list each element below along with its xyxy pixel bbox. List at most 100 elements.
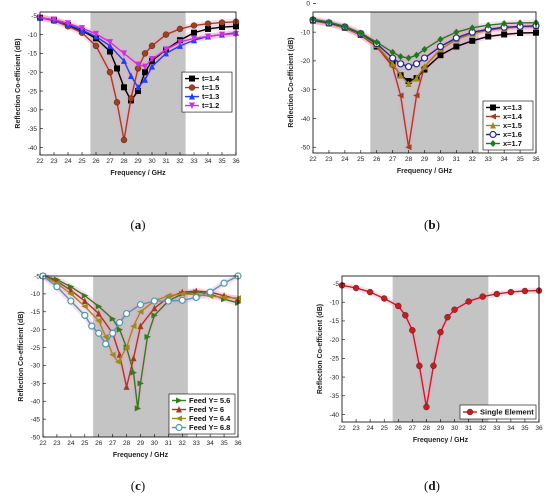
data-point-b-3-8 bbox=[412, 60, 421, 68]
y-tick-label-c-5: -30 bbox=[31, 363, 41, 370]
data-point-c-0-2 bbox=[67, 283, 75, 290]
y-tick-label-c-2: -15 bbox=[31, 309, 41, 316]
y-tick-label-b-3: -30 bbox=[301, 87, 311, 94]
data-point-c-1-4 bbox=[95, 310, 102, 317]
data-point-c-0-10 bbox=[137, 380, 144, 387]
data-point-c-3-5 bbox=[95, 329, 103, 337]
data-point-c-1-9 bbox=[137, 322, 144, 330]
data-point-d-0-1 bbox=[352, 284, 360, 292]
x-tick-label-d-5: 27 bbox=[409, 425, 417, 432]
data-point-c-3-12 bbox=[164, 297, 172, 305]
data-point-c-2-4 bbox=[95, 317, 102, 324]
x-tick-label-b-11: 33 bbox=[485, 156, 493, 163]
data-point-c-2-12 bbox=[164, 292, 172, 299]
data-point-b-0-15 bbox=[517, 30, 524, 37]
data-point-a-3-11 bbox=[177, 39, 183, 46]
legend-marker-a-0 bbox=[189, 75, 195, 82]
data-point-c-0-4 bbox=[95, 303, 103, 310]
data-point-b-1-6 bbox=[397, 92, 404, 99]
x-tick-label-c-10: 32 bbox=[179, 440, 187, 447]
x-tick-label-d-14: 36 bbox=[535, 425, 543, 432]
chart-b: 22 23 24 25 26 27 28 29 30 31 32 33 34 35 36 0 -10 -20 -30… bbox=[288, 1, 540, 232]
y-tick-label-c-8: -45 bbox=[31, 416, 41, 423]
legend-marker-c-0 bbox=[176, 397, 183, 404]
y-tick-label-c-9: -50 bbox=[31, 434, 41, 441]
y-tick-label-c-7: -40 bbox=[31, 399, 41, 406]
data-point-a-1-8 bbox=[127, 95, 135, 102]
x-tick-label-d-1: 23 bbox=[352, 425, 360, 432]
legend-label-a-1: t=1.5 bbox=[202, 83, 219, 92]
y-tick-label-d-2: -15 bbox=[330, 318, 340, 325]
data-point-c-3-9 bbox=[122, 309, 131, 318]
data-point-a-0-10 bbox=[142, 69, 148, 76]
y-tick-label-a-4: -25 bbox=[28, 88, 38, 95]
data-point-b-4-11 bbox=[453, 28, 460, 36]
data-point-a-3-7 bbox=[135, 61, 141, 69]
data-point-a-0-6 bbox=[114, 65, 120, 72]
x-axis-title-a: Frequency / GHz bbox=[110, 170, 166, 177]
data-point-a-1-10 bbox=[141, 50, 149, 57]
x-tick-label-d-10: 32 bbox=[479, 425, 487, 432]
data-point-c-3-6 bbox=[102, 340, 110, 348]
data-point-a-0-7 bbox=[121, 84, 127, 91]
x-tick-label-c-8: 30 bbox=[151, 440, 159, 447]
y-tick-label-d-7: -40 bbox=[330, 412, 340, 419]
y-tick-label-c-0: -5 bbox=[34, 273, 40, 280]
data-point-d-0-7 bbox=[416, 362, 423, 369]
x-tick-label-b-8: 30 bbox=[437, 156, 445, 163]
data-point-d-0-16 bbox=[507, 288, 515, 296]
y-tick-label-a-1: -10 bbox=[28, 32, 38, 39]
x-tick-label-d-2: 24 bbox=[367, 425, 375, 432]
x-axis-title-c: Frequency / GHz bbox=[113, 452, 169, 459]
legend-label-b-3: x=1.6 bbox=[503, 130, 522, 139]
panel-caption-a: (a) bbox=[130, 217, 145, 232]
data-point-c-3-7 bbox=[109, 329, 117, 337]
data-point-a-1-5 bbox=[106, 69, 114, 76]
data-point-b-4-10 bbox=[437, 35, 444, 43]
x-tick-label-a-7: 29 bbox=[134, 158, 142, 165]
data-point-c-3-15 bbox=[206, 288, 214, 296]
data-point-a-2-9 bbox=[142, 76, 148, 83]
x-tick-label-b-5: 27 bbox=[389, 156, 397, 163]
data-point-c-3-1 bbox=[53, 283, 61, 291]
data-point-c-2-9 bbox=[130, 323, 137, 330]
y-tick-label-b-2: -20 bbox=[301, 58, 311, 65]
data-point-b-0-10 bbox=[437, 52, 444, 59]
x-tick-label-c-2: 24 bbox=[67, 440, 75, 447]
data-point-b-0-11 bbox=[453, 43, 460, 50]
x-tick-label-d-6: 28 bbox=[423, 425, 431, 432]
data-point-c-2-6 bbox=[109, 351, 116, 358]
data-point-a-3-9 bbox=[149, 56, 155, 63]
data-point-c-1-10 bbox=[151, 304, 158, 312]
x-tick-label-d-4: 26 bbox=[395, 425, 403, 432]
data-point-c-3-4 bbox=[88, 322, 96, 330]
data-point-b-0-13 bbox=[485, 33, 492, 40]
x-tick-label-a-3: 25 bbox=[78, 158, 86, 165]
x-tick-label-c-7: 29 bbox=[137, 440, 145, 447]
legend-marker-a-1 bbox=[188, 84, 196, 91]
y-axis-title-a: Reflection Co-efficient (dB) bbox=[15, 38, 22, 128]
data-point-c-1-3 bbox=[81, 297, 88, 305]
x-tick-label-d-8: 30 bbox=[451, 425, 459, 432]
x-tick-label-c-4: 26 bbox=[95, 440, 103, 447]
x-tick-label-b-12: 34 bbox=[501, 156, 509, 163]
y-tick-label-c-1: -10 bbox=[31, 291, 41, 298]
chart-c: 22 23 24 25 26 27 28 29 30 31 32 33 34 35 36 -5 -10 -15 -2… bbox=[18, 272, 242, 493]
y-tick-label-b-4: -40 bbox=[301, 116, 311, 123]
data-point-c-0-8 bbox=[130, 369, 138, 376]
data-point-a-3-12 bbox=[191, 35, 197, 42]
legend-label-b-0: x=1.3 bbox=[503, 103, 522, 112]
data-point-c-0-5 bbox=[109, 315, 117, 322]
data-point-b-4-5 bbox=[389, 48, 396, 56]
y-tick-label-b-1: -10 bbox=[301, 29, 311, 36]
x-tick-label-d-7: 29 bbox=[437, 425, 445, 432]
x-tick-label-b-6: 28 bbox=[405, 156, 413, 163]
data-point-c-2-13 bbox=[178, 290, 186, 297]
legend-label-b-4: x=1.7 bbox=[503, 139, 522, 148]
data-point-a-3-14 bbox=[219, 31, 225, 39]
data-point-c-0-3 bbox=[81, 292, 89, 299]
x-tick-label-c-14: 36 bbox=[234, 440, 242, 447]
shaded-band-a bbox=[90, 12, 186, 155]
legend-label-a-3: t=1.2 bbox=[202, 101, 219, 110]
x-tick-label-c-11: 33 bbox=[193, 440, 201, 447]
